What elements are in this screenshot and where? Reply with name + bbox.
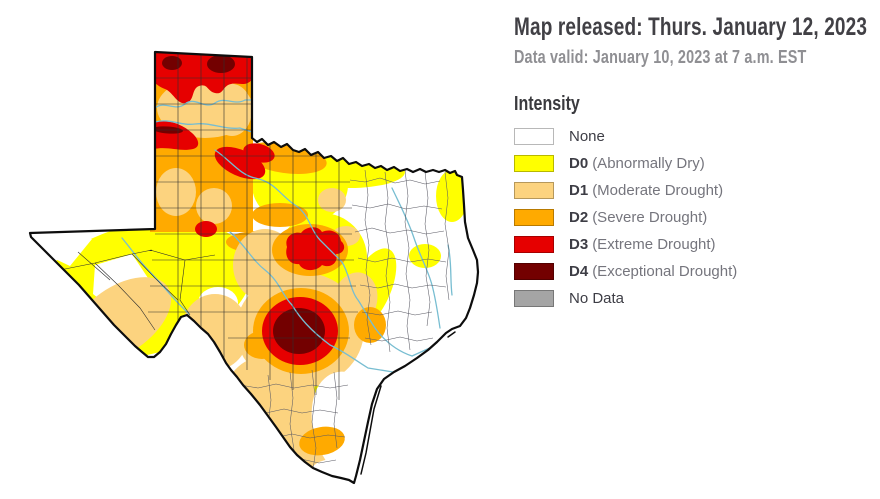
river-lines [121,99,453,373]
legend-row-d0: D0 (Abnormally Dry) [514,150,878,177]
map-released-title: Map released: Thurs. January 12, 2023 [514,13,868,41]
legend-swatch-d3 [514,235,554,253]
legend-code-d2: D2 [569,208,589,226]
legend-label-none: None [569,127,605,145]
legend-label-nodata: No Data [569,289,625,307]
texas-state-border [28,50,480,485]
legend-swatch-d0 [514,154,554,172]
legend-code-d3: D3 [569,235,589,253]
legend-row-d3: D3 (Extreme Drought) [514,231,878,258]
legend-swatch-d4 [514,262,554,280]
legend-row-none: None [514,123,878,150]
legend-row-d4: D4 (Exceptional Drought) [514,258,878,285]
legend-label-d2: (Severe Drought) [592,208,708,226]
legend-code-d0: D0 [569,154,589,172]
drought-map-panel [28,50,480,485]
barrier-island-lines [360,331,456,475]
legend-code-d4: D4 [569,262,589,280]
map-info-panel: Map released: Thurs. January 12, 2023 Da… [514,12,878,312]
legend-label-d1: (Moderate Drought) [592,181,724,199]
legend-swatch-d1 [514,181,554,199]
legend-label-d4: (Exceptional Drought) [592,262,738,280]
legend-code-d1: D1 [569,181,589,199]
county-grid-lines [59,52,358,400]
legend-swatch-d2 [514,208,554,226]
legend-row-d2: D2 (Severe Drought) [514,204,878,231]
texas-drought-map [28,50,480,485]
legend-row-d1: D1 (Moderate Drought) [514,177,878,204]
legend-swatch-nodata [514,289,554,307]
legend-label-d0: (Abnormally Dry) [592,154,705,172]
data-valid-subtitle: Data valid: January 10, 2023 at 7 a.m. E… [514,47,807,68]
legend-title: Intensity [514,92,580,115]
legend-swatch-none [514,127,554,145]
legend-label-d3: (Extreme Drought) [592,235,716,253]
legend-row-nodata: No Data [514,285,878,312]
